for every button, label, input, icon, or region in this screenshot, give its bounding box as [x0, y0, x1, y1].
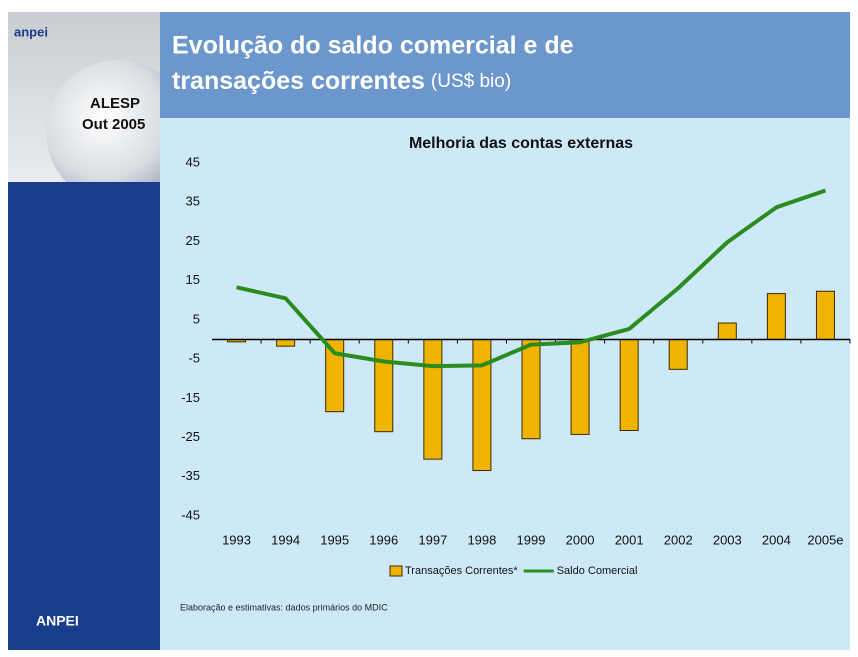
bar	[374, 339, 394, 433]
y-tick-label: 5	[193, 311, 200, 326]
x-tick-label: 1994	[271, 532, 300, 547]
bar	[619, 339, 639, 431]
slide-title: transações correntes (US$ bio)	[172, 67, 511, 95]
bar	[472, 339, 492, 472]
title-unit: (US$ bio)	[431, 71, 511, 92]
slide-title: transações correntes	[172, 67, 425, 95]
bar	[766, 293, 786, 340]
footer: ANPEI	[36, 613, 79, 629]
content	[160, 118, 850, 650]
y-tick-label: 15	[186, 272, 200, 287]
bar	[423, 339, 443, 460]
globe	[46, 60, 190, 204]
x-tick-label: 2004	[762, 532, 791, 547]
bar	[815, 290, 835, 340]
x-tick-label: 1999	[517, 532, 546, 547]
y-tick-label: 45	[186, 154, 200, 169]
x-tick-label: 1998	[467, 532, 496, 547]
x-tick-label: 1996	[369, 532, 398, 547]
y-tick-label: -15	[181, 390, 200, 405]
event: Out 2005	[82, 116, 145, 133]
event: ALESP	[90, 95, 140, 112]
logo: anpei	[14, 24, 48, 39]
x-tick-label: 1993	[222, 532, 251, 547]
bar	[570, 339, 590, 435]
x-tick-label: 2003	[713, 532, 742, 547]
x-tick-label: 2002	[664, 532, 693, 547]
slide-title: Evolução do saldo comercial e de	[172, 32, 574, 60]
legend-label: Transações Correntes*	[405, 565, 518, 577]
legend-swatch	[389, 565, 403, 577]
x-tick-label: 2001	[615, 532, 644, 547]
x-tick-label: 2005e	[807, 532, 843, 547]
source: Elaboração e estimativas: dados primário…	[180, 602, 388, 612]
y-tick-label: -45	[181, 507, 200, 522]
bar	[276, 339, 296, 347]
y-tick-label: 35	[186, 194, 200, 209]
bar	[717, 322, 737, 341]
sidebar-band	[8, 182, 160, 224]
line	[236, 188, 827, 369]
x-tick-label: 1995	[320, 532, 349, 547]
y-tick-label: 25	[186, 233, 200, 248]
bar	[668, 339, 688, 370]
legend-label: Saldo Comercial	[557, 565, 638, 577]
x-tick-label: 2000	[566, 532, 595, 547]
y-tick-label: -5	[188, 351, 200, 366]
header	[160, 12, 850, 118]
bar	[521, 339, 541, 440]
x-tick-label: 1997	[418, 532, 447, 547]
y-tick-label: -35	[181, 468, 200, 483]
y-tick-label: -25	[181, 429, 200, 444]
chart-title: Melhoria das contas externas	[409, 135, 633, 152]
